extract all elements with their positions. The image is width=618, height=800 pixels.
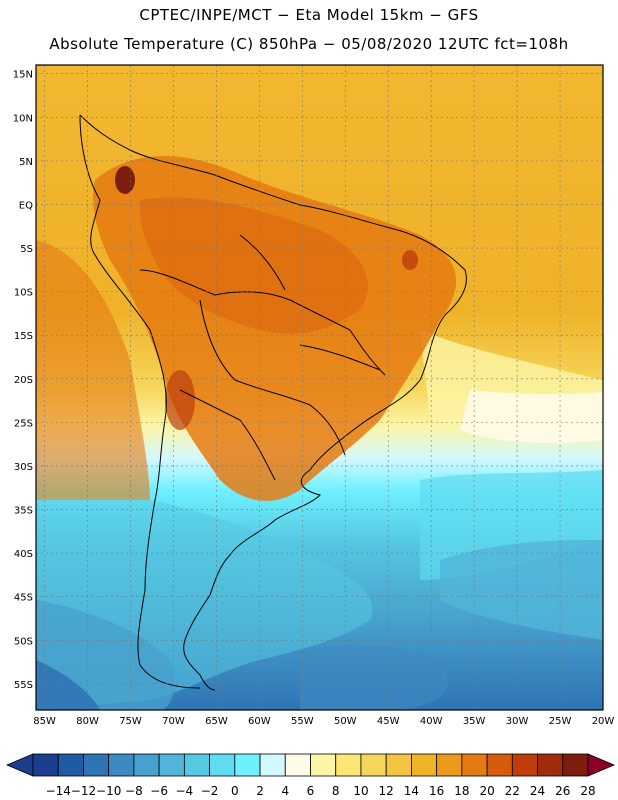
colorbar-tick-label: 22 xyxy=(505,784,520,798)
longitude-labels: 85W 80W 75W 70W 65W 60W 55W 50W 45W 40W 35W 30W 25W 2… xyxy=(33,716,614,727)
colorbar-tick-label: −14 xyxy=(46,784,71,798)
lon-label: 25W xyxy=(549,716,572,727)
lat-label: EQ xyxy=(19,200,33,211)
colorbar-box xyxy=(461,753,488,777)
colorbar-tick-label: −10 xyxy=(96,784,121,798)
lat-label: 25S xyxy=(14,418,33,429)
lat-label: 5S xyxy=(20,244,33,255)
colorbar-box xyxy=(486,753,513,777)
latitude-labels: 15N 10N 5N EQ 5S 10S 15S 20S 25S 30S 35S 40S 45S 50S 5… xyxy=(13,70,33,691)
colorbar-box xyxy=(234,753,261,777)
lat-label: 10N xyxy=(13,113,33,124)
map-frame xyxy=(35,64,604,711)
colorbar-tick-label: 28 xyxy=(580,784,595,798)
colorbar-box xyxy=(259,753,286,777)
lat-label: 55S xyxy=(14,680,33,691)
lat-label: 40S xyxy=(14,549,33,560)
colorbar-tick-label: 12 xyxy=(379,784,394,798)
lon-label: 65W xyxy=(205,716,228,727)
colorbar-tick-label: 0 xyxy=(231,784,239,798)
colorbar-box xyxy=(32,753,59,777)
temperature-field xyxy=(36,65,603,710)
colorbar-box xyxy=(360,753,387,777)
colorbar xyxy=(5,753,616,777)
lat-label: 50S xyxy=(14,636,33,647)
lat-label: 45S xyxy=(14,593,33,604)
colorbar-box xyxy=(133,753,160,777)
colorbar-tick-label: 4 xyxy=(281,784,289,798)
lon-label: 55W xyxy=(291,716,314,727)
colorbar-tick-label: 20 xyxy=(479,784,494,798)
colorbar-box xyxy=(511,753,538,777)
colorbar-box xyxy=(310,753,337,777)
colorbar-box xyxy=(183,753,210,777)
colorbar-tick-label: −12 xyxy=(71,784,96,798)
lon-label: 70W xyxy=(162,716,185,727)
colorbar-box xyxy=(411,753,438,777)
colorbar-tick-label: 2 xyxy=(256,784,264,798)
colorbar-box xyxy=(385,753,412,777)
lon-label: 85W xyxy=(33,716,56,727)
lat-label: 5N xyxy=(19,157,33,168)
lat-label: 20S xyxy=(14,375,33,386)
lon-label: 50W xyxy=(334,716,357,727)
colorbar-box xyxy=(57,753,84,777)
lon-label: 30W xyxy=(506,716,529,727)
colorbar-tick-label: 16 xyxy=(429,784,444,798)
colorbar-box xyxy=(537,753,564,777)
colorbar-tick-label: −8 xyxy=(125,784,143,798)
colorbar-box xyxy=(108,753,135,777)
colorbar-tick-label: 8 xyxy=(332,784,340,798)
colorbar-tick-label: −2 xyxy=(201,784,219,798)
colorbar-tick-label: 14 xyxy=(404,784,419,798)
colorbar-box xyxy=(562,753,589,777)
colorbar-tick-label: 26 xyxy=(555,784,570,798)
lat-label: 10S xyxy=(14,288,33,299)
colorbar-box xyxy=(209,753,236,777)
colorbar-box xyxy=(83,753,110,777)
colorbar-tick-label: 24 xyxy=(530,784,545,798)
lon-label: 60W xyxy=(248,716,271,727)
coastlines xyxy=(79,114,467,691)
lon-label: 20W xyxy=(592,716,615,727)
colorbar-box xyxy=(284,753,311,777)
colorbar-box xyxy=(158,753,185,777)
lon-label: 45W xyxy=(377,716,400,727)
colorbar-tick-label: 6 xyxy=(307,784,315,798)
colorbar-low-arrow xyxy=(5,753,34,777)
title-line-2: Absolute Temperature (C) 850hPa − 05/08/… xyxy=(49,35,569,53)
colorbar-high-arrow xyxy=(587,753,616,777)
colorbar-box xyxy=(335,753,362,777)
colorbar-tick-label: 10 xyxy=(353,784,368,798)
title-line-1: CPTEC/INPE/MCT − Eta Model 15km − GFS xyxy=(139,6,479,24)
lat-label: 15N xyxy=(13,70,33,81)
colorbar-box xyxy=(436,753,463,777)
lat-label: 30S xyxy=(14,462,33,473)
lon-label: 80W xyxy=(76,716,99,727)
lon-label: 35W xyxy=(463,716,486,727)
lon-label: 40W xyxy=(420,716,443,727)
lat-label: 35S xyxy=(14,506,33,517)
colorbar-labels: −14 −12 −10 −8 −6 −4 −2 0 2 4 6 8 10 12 14 16 18 20 22 24 26… xyxy=(46,784,596,798)
colorbar-tick-label: 18 xyxy=(454,784,469,798)
colorbar-tick-label: −6 xyxy=(150,784,168,798)
lon-label: 75W xyxy=(119,716,142,727)
colorbar-tick-label: −4 xyxy=(176,784,194,798)
lat-label: 15S xyxy=(14,331,33,342)
